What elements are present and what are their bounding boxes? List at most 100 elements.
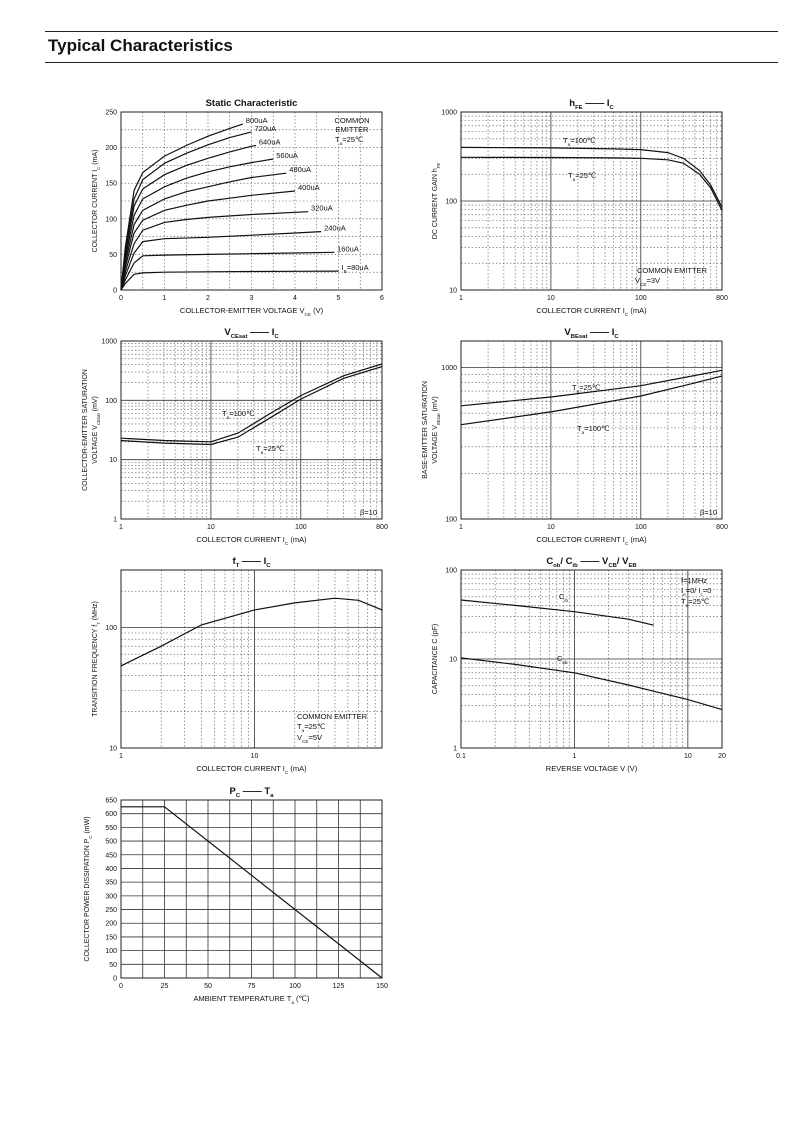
series-label-part: 560uA bbox=[276, 151, 298, 160]
y-tick-label: 200 bbox=[105, 145, 117, 152]
grid bbox=[121, 341, 382, 519]
y-tick-label: 1000 bbox=[441, 365, 457, 372]
annotation: Ta=25℃ bbox=[681, 597, 710, 608]
y-axis-label: TRANSITION FREQUENCY fT (MHz) bbox=[92, 601, 101, 717]
y-tick-label-part: 1000 bbox=[101, 339, 117, 346]
x-tick-label: 0.1 bbox=[456, 753, 466, 760]
annotation-part: =25℃ bbox=[342, 135, 364, 144]
y-axis-label: COLLECTOR-EMITTER SATURATION bbox=[82, 369, 89, 491]
x-tick-label-part: 75 bbox=[248, 983, 256, 990]
x-tick-label-part: 800 bbox=[376, 524, 388, 531]
page-title: Typical Characteristics bbox=[48, 36, 233, 55]
x-tick-label: 100 bbox=[289, 983, 301, 990]
annotation: β=10 bbox=[360, 508, 377, 517]
x-tick-label-part: 4 bbox=[293, 295, 297, 302]
series-line bbox=[120, 190, 296, 291]
y-tick-label-part: 400 bbox=[105, 866, 117, 873]
y-tick-label-part: 500 bbox=[105, 839, 117, 846]
x-axis-label-part: COLLECTOR CURRENT bbox=[196, 535, 282, 544]
grid-major bbox=[461, 112, 722, 290]
y-tick-label-part: 350 bbox=[105, 880, 117, 887]
plot-frame bbox=[120, 111, 383, 291]
annotation-part: =3V bbox=[646, 276, 660, 285]
x-tick-label-part: 3 bbox=[250, 295, 254, 302]
y-tick-label-part: 1 bbox=[453, 746, 457, 753]
series-label: 720uA bbox=[255, 124, 277, 133]
series-label-part: 160uA bbox=[337, 244, 359, 253]
x-tick-label-part: 1 bbox=[459, 295, 463, 302]
y-axis-label-part: DC CURRENT GAIN bbox=[432, 172, 439, 239]
chart-title-part: C bbox=[546, 556, 553, 567]
x-tick-label-part: 25 bbox=[161, 983, 169, 990]
x-tick-label: 6 bbox=[380, 295, 384, 302]
y-axis-label-part: FE bbox=[436, 163, 441, 169]
x-tick-label-part: 10 bbox=[547, 295, 555, 302]
y-axis-label-2-part: CEsat bbox=[96, 413, 101, 426]
chart-title-part: —— bbox=[583, 98, 607, 109]
x-tick-label: 25 bbox=[161, 983, 169, 990]
series-line bbox=[460, 146, 723, 208]
y-tick-label: 1000 bbox=[441, 110, 457, 117]
y-axis-label-2-part: VOLTAGE bbox=[92, 430, 99, 464]
y-tick-label: 650 bbox=[105, 798, 117, 805]
header-rule-bottom bbox=[45, 62, 778, 63]
series-label-part: I bbox=[342, 263, 344, 272]
x-tick-label: 100 bbox=[635, 295, 647, 302]
y-axis-label-part: P bbox=[84, 838, 91, 843]
series-label: Cib bbox=[559, 592, 568, 603]
x-axis-label-part: (V) bbox=[625, 764, 638, 773]
x-tick-label: 4 bbox=[293, 295, 297, 302]
y-axis-label-part: C bbox=[88, 835, 93, 838]
y-tick-label-part: 1 bbox=[113, 517, 117, 524]
x-tick-label: 10 bbox=[547, 295, 555, 302]
annotation-part: CE bbox=[640, 282, 646, 287]
annotation-part: =0/ I bbox=[686, 586, 701, 595]
series-label-part: =100℃ bbox=[584, 424, 610, 433]
y-axis-label-part: CAPACITANCE bbox=[432, 644, 439, 695]
y-tick-label: 400 bbox=[105, 866, 117, 873]
x-tick-label: 1 bbox=[459, 295, 463, 302]
series-label-part: 720uA bbox=[255, 124, 277, 133]
y-tick-label: 350 bbox=[105, 880, 117, 887]
annotation: VCE=3V bbox=[635, 276, 660, 287]
annotation-part: =5V bbox=[308, 733, 322, 742]
x-tick-label-part: 10 bbox=[251, 753, 259, 760]
y-tick-label: 450 bbox=[105, 852, 117, 859]
x-axis-label-part: (mA) bbox=[288, 535, 307, 544]
annotation-part: a bbox=[340, 141, 343, 146]
series-label-part: ob bbox=[562, 660, 568, 665]
chart-title-part: CEsat bbox=[231, 334, 248, 340]
y-axis-label-part: C bbox=[96, 167, 101, 170]
x-tick-label: 0 bbox=[119, 295, 123, 302]
annotation-part: V bbox=[635, 276, 640, 285]
x-axis-label-part: COLLECTOR CURRENT bbox=[536, 306, 622, 315]
annotation-part: a bbox=[686, 603, 689, 608]
annotation: Ie=0/ Ic=0 bbox=[681, 586, 711, 597]
x-tick-label: 0 bbox=[119, 983, 123, 990]
chart-title-part: / V bbox=[617, 556, 629, 567]
series-label-part: 400uA bbox=[298, 183, 320, 192]
annotation-part: CE bbox=[302, 739, 308, 744]
series-label: 800uA bbox=[246, 116, 268, 125]
x-tick-label-part: 100 bbox=[295, 524, 307, 531]
y-axis-label-part: COLLECTOR POWER DISSIPATION bbox=[84, 843, 91, 961]
x-tick-label: 1 bbox=[572, 753, 576, 760]
y-tick-label-part: 1000 bbox=[441, 365, 457, 372]
chart-title-part: P bbox=[230, 786, 237, 797]
series-label: Ta=25℃ bbox=[568, 171, 597, 182]
x-tick-label-part: 800 bbox=[716, 524, 728, 531]
annotation-part: β=10 bbox=[700, 508, 717, 517]
y-tick-label-part: 200 bbox=[105, 145, 117, 152]
series-label: Cob bbox=[557, 654, 568, 665]
y-tick-label-part: 600 bbox=[105, 811, 117, 818]
chart-title-part: —— bbox=[240, 786, 264, 797]
series-line bbox=[120, 597, 383, 667]
plot-frame bbox=[120, 340, 383, 520]
annotation-part: T bbox=[335, 135, 340, 144]
y-tick-label-part: 10 bbox=[449, 657, 457, 664]
y-tick-label-part: 100 bbox=[105, 948, 117, 955]
chart-title-part: —— bbox=[578, 556, 602, 567]
series-line bbox=[460, 369, 723, 407]
y-tick-label: 300 bbox=[105, 893, 117, 900]
x-axis-label: COLLECTOR-EMITTER VOLTAGE VCE (V) bbox=[180, 306, 324, 317]
